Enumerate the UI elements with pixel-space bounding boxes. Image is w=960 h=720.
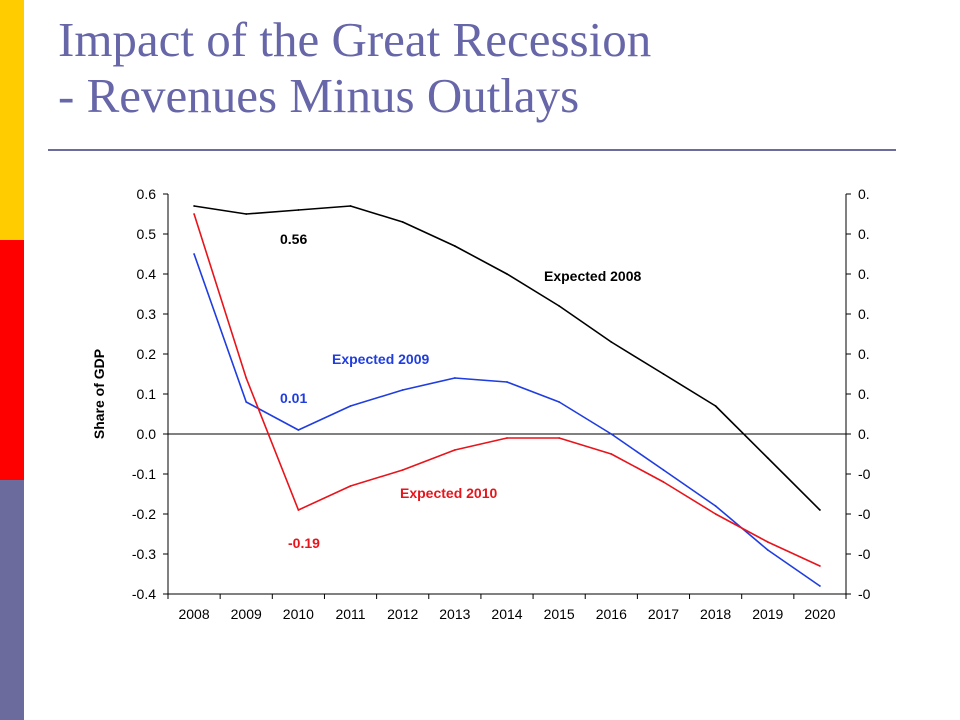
series-3-point [297, 509, 300, 511]
series-1-point [401, 221, 404, 223]
y-tick-label-right: 0.1 [858, 386, 870, 402]
line-chart: 0.6 0.6 0.5 0.5 0.4 0.4 0.3 0.3 0.2 0.2 0.1 0.1 0.0 0… [91, 186, 870, 622]
value-annotation-2: 0.01 [280, 390, 307, 406]
x-tick-label: 2011 [335, 606, 365, 622]
x-tick-label: 2018 [700, 606, 731, 622]
y-tick-label-right: 0.2 [858, 346, 870, 362]
series-3-point [401, 469, 404, 471]
series-2-point [349, 405, 352, 407]
series-label-3: Expected 2010 [400, 485, 497, 501]
x-tick-label: 2020 [804, 606, 835, 622]
y-tick-label-right: 0.5 [858, 226, 870, 242]
x-tick-label: 2008 [178, 606, 209, 622]
series-3-point [193, 213, 195, 215]
y-tick-label-left: -0.1 [132, 466, 156, 482]
y-tick-label-right: 0.4 [858, 266, 870, 282]
series-2-point [662, 469, 665, 471]
x-tick-label: 2009 [231, 606, 262, 622]
y-tick-label-left: -0.3 [132, 546, 156, 562]
y-tick-label-left: 0.6 [137, 186, 157, 202]
value-annotation-3: -0.19 [288, 535, 320, 551]
series-3-point [506, 437, 508, 439]
slide-title-line-1: Impact of the Great Recession [58, 12, 652, 67]
y-tick-label-right: -0.4 [858, 586, 870, 602]
series-3-point [558, 437, 561, 439]
series-1-point [297, 209, 300, 211]
series-1-point [453, 245, 456, 247]
series-1-point [349, 205, 352, 207]
series-1-point [245, 213, 248, 215]
series-3-point [453, 449, 456, 451]
y-tick-label-right: -0.1 [858, 466, 870, 482]
y-axis-label: Share of GDP [91, 349, 107, 439]
y-tick-label-left: 0.2 [137, 346, 157, 362]
series-3-point [349, 485, 352, 487]
series-3-point [610, 453, 613, 455]
series-2-point [506, 381, 508, 383]
series-1-point [819, 509, 821, 511]
series-line-1 [193, 205, 821, 511]
x-tick-label: 2012 [387, 606, 418, 622]
series-2-point [766, 549, 769, 551]
title-divider [48, 149, 896, 151]
series-2-point [453, 377, 456, 379]
y-tick-label-left: 0.5 [137, 226, 157, 242]
series-2-point [819, 585, 821, 587]
x-tick-label: 2010 [283, 606, 314, 622]
series-2-point [401, 389, 404, 391]
y-tick-label-left: 0.0 [137, 426, 157, 442]
series-1-point [506, 273, 508, 275]
series-3-point [245, 377, 248, 379]
x-tick-label: 2017 [648, 606, 679, 622]
y-tick-label-left: -0.2 [132, 506, 156, 522]
series-1-point [662, 373, 665, 375]
series-2-point [297, 429, 300, 431]
slide-title: Impact of the Great Recession - Revenues… [58, 12, 651, 124]
series-1-point [193, 205, 195, 207]
y-tick-label-right: 0.3 [858, 306, 870, 322]
y-tick-label-right: -0.3 [858, 546, 870, 562]
y-tick-label-left: 0.1 [137, 386, 157, 402]
x-tick-label: 2016 [596, 606, 627, 622]
series-3-point [819, 565, 821, 567]
series-2-point [714, 505, 717, 507]
accent-bar-blue [0, 480, 24, 720]
series-3-point [662, 481, 665, 483]
slide-title-line-2: - Revenues Minus Outlays [58, 68, 580, 123]
series-3-point [714, 513, 717, 515]
series-label-1: Expected 2008 [544, 268, 641, 284]
x-tick-label: 2013 [439, 606, 470, 622]
series-1-point [714, 405, 717, 407]
y-tick-label-right: 0.6 [858, 186, 870, 202]
y-tick-label-left: -0.4 [132, 586, 156, 602]
y-tick-label-right: -0.2 [858, 506, 870, 522]
series-1-point [766, 457, 769, 459]
series-2-point [558, 401, 561, 403]
value-annotation-1: 0.56 [280, 231, 307, 247]
accent-bar-yellow [0, 0, 24, 240]
series-1-point [610, 341, 613, 343]
y-tick-label-right: 0.0 [858, 426, 870, 442]
series-2-point [245, 401, 248, 403]
series-1-point [558, 305, 561, 307]
accent-bar-red [0, 240, 24, 480]
series-3-point [766, 541, 769, 543]
y-tick-label-left: 0.3 [137, 306, 157, 322]
x-tick-label: 2019 [752, 606, 783, 622]
series-label-2: Expected 2009 [332, 351, 429, 367]
series-2-point [610, 433, 613, 435]
x-tick-label: 2014 [491, 606, 522, 622]
x-tick-label: 2015 [544, 606, 575, 622]
series-2-point [193, 253, 195, 255]
y-tick-label-left: 0.4 [137, 266, 157, 282]
